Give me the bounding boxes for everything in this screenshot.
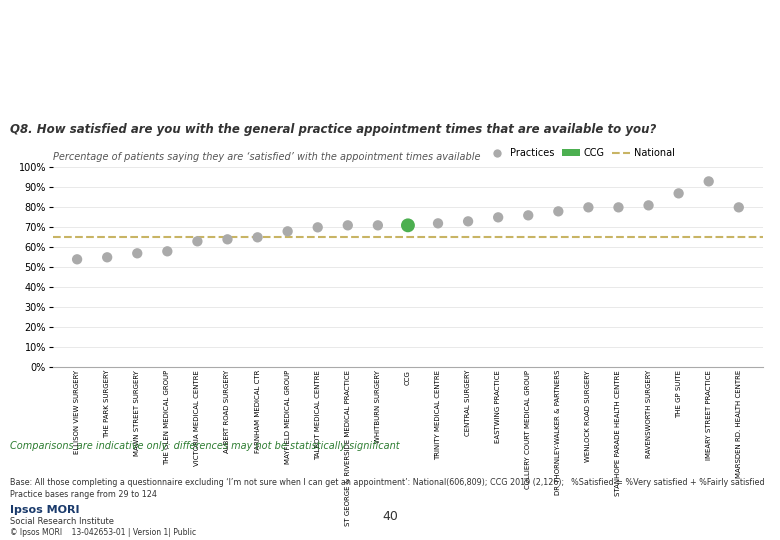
Point: [101, 253, 113, 262]
Legend: Practices, CCG, National: Practices, CCG, National: [488, 148, 675, 158]
Text: %Satisfied = %Very satisfied + %Fairly satisfied: %Satisfied = %Very satisfied + %Fairly s…: [571, 478, 764, 487]
Text: Q8. How satisfied are you with the general practice appointment times that are a: Q8. How satisfied are you with the gener…: [10, 123, 657, 136]
Point: [131, 249, 144, 258]
Point: [462, 217, 474, 226]
Text: Base: All those completing a questionnaire excluding ‘I’m not sure when I can ge: Base: All those completing a questionnai…: [10, 478, 564, 499]
Text: Comparisons are indicative only: differences may not be statistically significan: Comparisons are indicative only: differe…: [10, 441, 400, 451]
Point: [371, 221, 384, 230]
Point: [191, 237, 204, 246]
Text: © Ipsos MORI    13-042653-01 | Version 1| Public: © Ipsos MORI 13-042653-01 | Version 1| P…: [10, 528, 197, 537]
Point: [552, 207, 565, 215]
Text: Ipsos MORI: Ipsos MORI: [10, 505, 80, 515]
Text: Percentage of patients saying they are ‘satisfied’ with the appointment times av: Percentage of patients saying they are ‘…: [53, 152, 480, 162]
Point: [703, 177, 715, 186]
Text: Satisfaction with appointment times:
how the CCG’s practices compare: Satisfaction with appointment times: how…: [10, 30, 420, 74]
Point: [342, 221, 354, 230]
Point: [612, 203, 625, 212]
Point: [582, 203, 594, 212]
Point: [311, 223, 324, 232]
Text: Social Research Institute: Social Research Institute: [10, 517, 114, 526]
Point: [251, 233, 264, 242]
Point: [522, 211, 534, 220]
Point: [432, 219, 445, 228]
Point: [161, 247, 174, 255]
Text: ipsos
MORI: ipsos MORI: [721, 495, 746, 515]
Point: [222, 235, 234, 244]
Point: [642, 201, 654, 210]
Point: [672, 189, 685, 198]
Point: [282, 227, 294, 235]
Point: [492, 213, 505, 221]
Point: [71, 255, 83, 264]
Point: [402, 221, 414, 230]
Text: 40: 40: [382, 510, 398, 523]
Point: [732, 203, 745, 212]
